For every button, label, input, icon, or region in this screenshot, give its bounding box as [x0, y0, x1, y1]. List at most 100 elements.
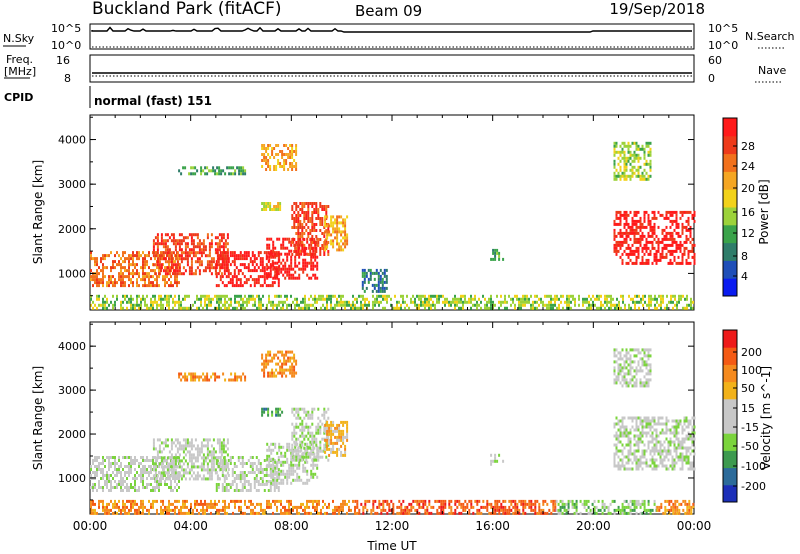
data-cell — [326, 306, 328, 310]
data-cell — [158, 486, 160, 489]
data-cell — [216, 263, 219, 267]
data-cell — [617, 171, 620, 175]
data-cell — [671, 219, 674, 223]
data-cell — [672, 502, 675, 506]
data-cell — [306, 469, 309, 473]
data-cell — [291, 238, 294, 241]
data-cell — [615, 177, 618, 181]
data-cell — [233, 465, 236, 468]
data-cell — [136, 300, 138, 304]
data-cell — [637, 147, 640, 151]
data-cell — [299, 458, 302, 462]
data-cell — [691, 255, 694, 259]
data-cell — [284, 454, 287, 458]
data-cell — [667, 243, 670, 247]
data-cell — [649, 147, 652, 151]
data-cell — [586, 300, 588, 304]
data-cell — [265, 147, 268, 150]
data-cell — [138, 474, 140, 477]
data-cell — [210, 502, 212, 506]
data-cell — [142, 251, 144, 255]
data-cell — [190, 465, 193, 469]
data-cell — [268, 463, 271, 467]
data-cell — [253, 480, 256, 483]
data-cell — [158, 275, 160, 279]
data-cell — [319, 205, 322, 208]
data-cell — [210, 477, 213, 481]
data-cell — [168, 486, 170, 489]
data-cell — [298, 478, 301, 482]
data-cell — [294, 306, 296, 310]
data-cell — [649, 150, 652, 154]
data-cell — [124, 260, 126, 264]
data-cell — [174, 281, 176, 285]
data-cell — [200, 508, 202, 512]
data-cell — [660, 502, 663, 506]
data-cell — [288, 270, 291, 274]
data-cell — [669, 225, 672, 229]
data-cell — [410, 505, 413, 509]
data-cell — [664, 306, 666, 310]
data-cell — [687, 237, 690, 241]
data-cell — [330, 294, 332, 298]
data-cell — [689, 249, 692, 253]
data-cell — [686, 511, 689, 515]
data-cell — [288, 511, 290, 515]
data-cell — [128, 257, 130, 261]
data-cell — [266, 306, 268, 310]
data-cell — [162, 447, 165, 451]
data-cell — [358, 306, 360, 310]
data-cell — [216, 300, 218, 304]
data-cell — [204, 477, 207, 481]
data-cell — [635, 255, 638, 259]
data-cell — [156, 486, 158, 489]
data-cell — [124, 266, 126, 270]
data-cell — [642, 297, 644, 301]
data-cell — [569, 499, 572, 503]
data-cell — [434, 306, 436, 310]
data-cell — [279, 162, 282, 165]
data-cell — [588, 300, 590, 304]
data-cell — [649, 234, 652, 238]
data-cell — [627, 141, 630, 145]
data-cell — [653, 237, 656, 241]
data-cell — [261, 269, 264, 273]
data-cell — [220, 297, 222, 301]
data-cell — [298, 475, 301, 479]
data-cell — [221, 257, 224, 261]
data-cell — [627, 252, 630, 256]
data-cell — [637, 249, 640, 253]
data-cell — [166, 462, 169, 466]
data-cell — [674, 511, 677, 515]
data-cell — [321, 247, 324, 250]
data-cell — [106, 471, 108, 474]
data-cell — [291, 422, 294, 426]
data-cell — [150, 459, 152, 462]
data-cell — [226, 465, 229, 469]
data-cell — [244, 294, 246, 298]
data-cell — [338, 511, 340, 515]
data-cell — [132, 272, 134, 276]
data-cell — [309, 232, 312, 235]
data-cell — [243, 462, 246, 465]
data-cell — [106, 297, 108, 301]
data-cell — [633, 153, 636, 157]
data-cell — [388, 508, 391, 512]
data-cell — [162, 471, 165, 475]
data-cell — [637, 144, 640, 148]
data-cell — [687, 261, 690, 265]
data-cell — [210, 450, 213, 454]
data-cell — [215, 459, 218, 462]
data-cell — [96, 297, 98, 301]
data-cell — [643, 162, 646, 166]
data-cell — [218, 233, 221, 237]
data-cell — [160, 471, 163, 475]
data-cell — [170, 471, 173, 475]
data-cell — [190, 257, 193, 261]
data-cell — [566, 294, 568, 298]
data-cell — [170, 502, 172, 506]
data-cell — [671, 261, 674, 265]
data-cell — [448, 303, 450, 307]
data-cell — [190, 453, 193, 457]
data-cell — [669, 261, 672, 265]
